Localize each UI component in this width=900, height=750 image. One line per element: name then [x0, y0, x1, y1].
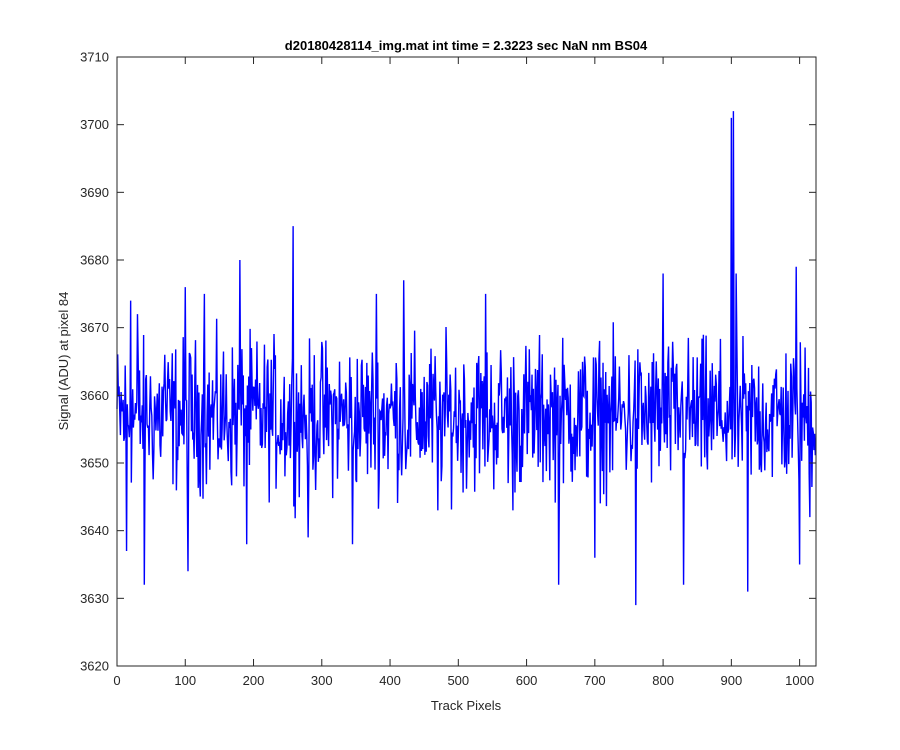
x-tick-label: 700	[584, 673, 606, 688]
x-tick-label: 600	[516, 673, 538, 688]
y-tick-label: 3620	[80, 659, 109, 674]
x-tick-label: 800	[652, 673, 674, 688]
series-layer	[116, 111, 817, 606]
y-tick-label: 3710	[80, 50, 109, 65]
ticks-layer: 0 100 200 300 400 500 600 700 800 900 1000 3620 3630…	[80, 50, 816, 688]
chart-title: d20180428114_img.mat int time = 2.3223 s…	[285, 38, 648, 53]
x-tick-label: 200	[243, 673, 265, 688]
x-tick-label: 500	[447, 673, 469, 688]
y-tick-label: 3640	[80, 523, 109, 538]
x-axis-label: Track Pixels	[431, 698, 502, 713]
axes-box	[116, 56, 817, 667]
signal-series-line	[116, 111, 817, 606]
y-tick-label: 3690	[80, 185, 109, 200]
x-tick-label: 100	[174, 673, 196, 688]
y-tick-label: 3680	[80, 253, 109, 268]
plot-area	[117, 57, 816, 666]
y-tick-label: 3670	[80, 320, 109, 335]
y-tick-label: 3700	[80, 117, 109, 132]
y-axis-label: Signal (ADU) at pixel 84	[56, 292, 71, 431]
x-tick-label: 1000	[785, 673, 814, 688]
y-tick-label: 3630	[80, 591, 109, 606]
y-tick-label: 3660	[80, 388, 109, 403]
x-tick-label: 0	[113, 673, 120, 688]
x-tick-label: 900	[721, 673, 743, 688]
x-tick-label: 400	[379, 673, 401, 688]
y-tick-label: 3650	[80, 456, 109, 471]
x-tick-label: 300	[311, 673, 333, 688]
